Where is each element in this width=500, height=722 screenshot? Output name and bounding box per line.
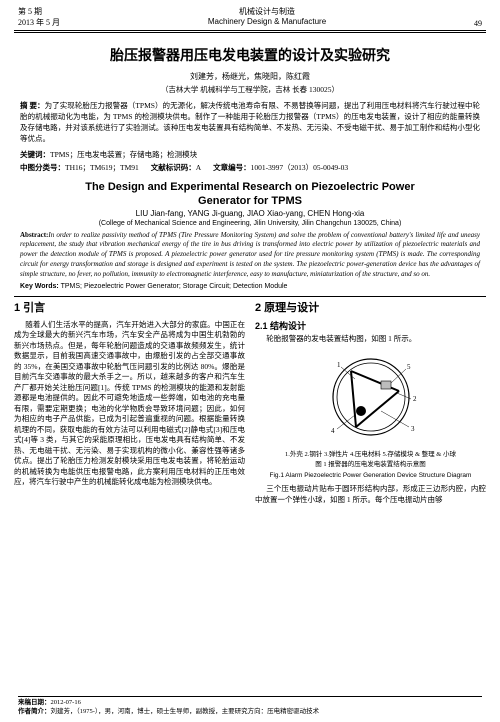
class-no-label: 中图分类号： bbox=[20, 163, 65, 172]
issue-date: 2013 年 5 月 bbox=[18, 17, 60, 28]
header-rule-2 bbox=[14, 32, 486, 33]
authors-english: LIU Jian-fang, YANG Ji-guang, JIAO Xiao-… bbox=[20, 209, 480, 218]
svg-text:1: 1 bbox=[337, 361, 341, 369]
svg-text:4: 4 bbox=[331, 427, 335, 435]
section-2-heading: 2 原理与设计 bbox=[255, 301, 486, 316]
section-2-1-lead: 轮胎报警器的发电装置结构图，如图 1 所示。 bbox=[255, 334, 486, 345]
figure-1: 1 5 2 3 4 1.外壳 2.钢针 3.弹性片 4.压电材料 5.存储模块 … bbox=[255, 349, 486, 480]
keywords-text-cn: TPMS；压电发电装置；存储电路；检测模块 bbox=[50, 150, 197, 159]
page-header: 第 5 期 2013 年 5 月 机械设计与制造 Machinery Desig… bbox=[0, 0, 500, 30]
abstract-english: Abstract:In order to realize passivity m… bbox=[20, 231, 480, 280]
svg-text:5: 5 bbox=[407, 363, 411, 371]
title-chinese: 胎压报警器用压电发电装置的设计及实验研究 bbox=[20, 45, 480, 65]
svg-text:3: 3 bbox=[411, 425, 415, 433]
received-date: 来稿日期：2012-07-16 bbox=[18, 699, 482, 707]
issue-no: 第 5 期 bbox=[18, 6, 60, 17]
doc-code-value: A bbox=[196, 163, 201, 172]
svg-text:2: 2 bbox=[413, 395, 417, 403]
abstract-label-en: Abstract: bbox=[20, 231, 48, 239]
body-two-column: 1 引言 随着人们生活水平的提高，汽车开始进入大部分的家庭。中国正在成为全球最大… bbox=[14, 297, 486, 505]
figure-1-legend: 1.外壳 2.钢针 3.弹性片 4.压电材料 5.存储模块 & 整理 & 小球 bbox=[255, 451, 486, 459]
figure-1-caption-cn: 图 1 报警器的压电发电装置结构示意图 bbox=[255, 461, 486, 469]
keywords-label-en: Key Words: bbox=[20, 283, 59, 290]
right-column: 2 原理与设计 2.1 结构设计 轮胎报警器的发电装置结构图，如图 1 所示。 … bbox=[255, 297, 486, 505]
section-2-1-heading: 2.1 结构设计 bbox=[255, 320, 486, 333]
section-2-1-body: 三个压电振动片贴布于圆环形结构内部，形成正三边形内腔，内腔中放置一个弹性小球，如… bbox=[255, 484, 486, 505]
received-value: 2012-07-16 bbox=[51, 699, 81, 706]
class-no-value: TH16；TM619；TM91 bbox=[65, 163, 139, 172]
abstract-label-cn: 摘 要： bbox=[20, 101, 45, 110]
author-bio: 作者简介：刘建芳，（1975-），男，河南，博士，硕士生导师，副教授，主要研究方… bbox=[18, 708, 482, 716]
abstract-text-en: In order to realize passivity method of … bbox=[20, 231, 480, 278]
journal-name-en: Machinery Design & Manufacture bbox=[60, 17, 474, 26]
title-english-line2: Generator for TPMS bbox=[20, 195, 480, 207]
classification-row: 中图分类号：TH16；TM619；TM91 文献标识码：A 文章编号：1001-… bbox=[20, 162, 480, 173]
keywords-label-cn: 关键词： bbox=[20, 150, 50, 159]
header-center: 机械设计与制造 Machinery Design & Manufacture bbox=[60, 6, 474, 28]
keywords-english: Key Words: TPMS; Piezoelectric Power Gen… bbox=[20, 283, 480, 290]
page-number: 49 bbox=[474, 19, 482, 28]
authors-chinese: 刘建芳，杨继光，焦晓阳，陈红霞 bbox=[20, 71, 480, 82]
page-footer: 来稿日期：2012-07-16 作者简介：刘建芳，（1975-），男，河南，博士… bbox=[18, 696, 482, 716]
journal-name-cn: 机械设计与制造 bbox=[60, 6, 474, 17]
affiliation-chinese: （吉林大学 机械科学与工程学院，吉林 长春 130025） bbox=[20, 84, 480, 95]
abstract-text-cn: 为了实现轮胎压力报警器（TPMS）的无源化，解决传统电池寿命有限、不易替换等问题… bbox=[20, 101, 480, 143]
article-no-label: 文章编号： bbox=[213, 163, 251, 172]
affiliation-english: (College of Mechanical Science and Engin… bbox=[20, 220, 480, 227]
received-label: 来稿日期： bbox=[18, 699, 51, 706]
doc-code: 文献标识码：A bbox=[151, 162, 201, 173]
author-bio-value: 刘建芳，（1975-），男，河南，博士，硕士生导师，副教授，主要研究方向：压电精… bbox=[51, 708, 320, 715]
section-1-body: 随着人们生活水平的提高，汽车开始进入大部分的家庭。中国正在成为全球最大的新兴汽车… bbox=[14, 320, 245, 488]
article-no: 文章编号：1001-3997（2013）05-0049-03 bbox=[213, 162, 348, 173]
figure-1-svg: 1 5 2 3 4 bbox=[311, 349, 431, 449]
keywords-chinese: 关键词：TPMS；压电发电装置；存储电路；检测模块 bbox=[20, 149, 480, 160]
doc-code-label: 文献标识码： bbox=[151, 163, 196, 172]
left-column: 1 引言 随着人们生活水平的提高，汽车开始进入大部分的家庭。中国正在成为全球最大… bbox=[14, 297, 245, 505]
keywords-text-en: TPMS; Piezoelectric Power Generator; Sto… bbox=[61, 283, 288, 290]
header-rule-1 bbox=[14, 30, 486, 31]
class-no: 中图分类号：TH16；TM619；TM91 bbox=[20, 162, 139, 173]
title-english-line1: The Design and Experimental Research on … bbox=[20, 181, 480, 193]
header-left: 第 5 期 2013 年 5 月 bbox=[18, 6, 60, 28]
article-no-value: 1001-3997（2013）05-0049-03 bbox=[251, 163, 349, 172]
author-bio-label: 作者简介： bbox=[18, 708, 51, 715]
section-1-heading: 1 引言 bbox=[14, 301, 245, 316]
abstract-chinese: 摘 要：为了实现轮胎压力报警器（TPMS）的无源化，解决传统电池寿命有限、不易替… bbox=[20, 101, 480, 145]
figure-1-caption-en: Fig.1 Alarm Piezoelectric Power Generati… bbox=[255, 472, 486, 480]
